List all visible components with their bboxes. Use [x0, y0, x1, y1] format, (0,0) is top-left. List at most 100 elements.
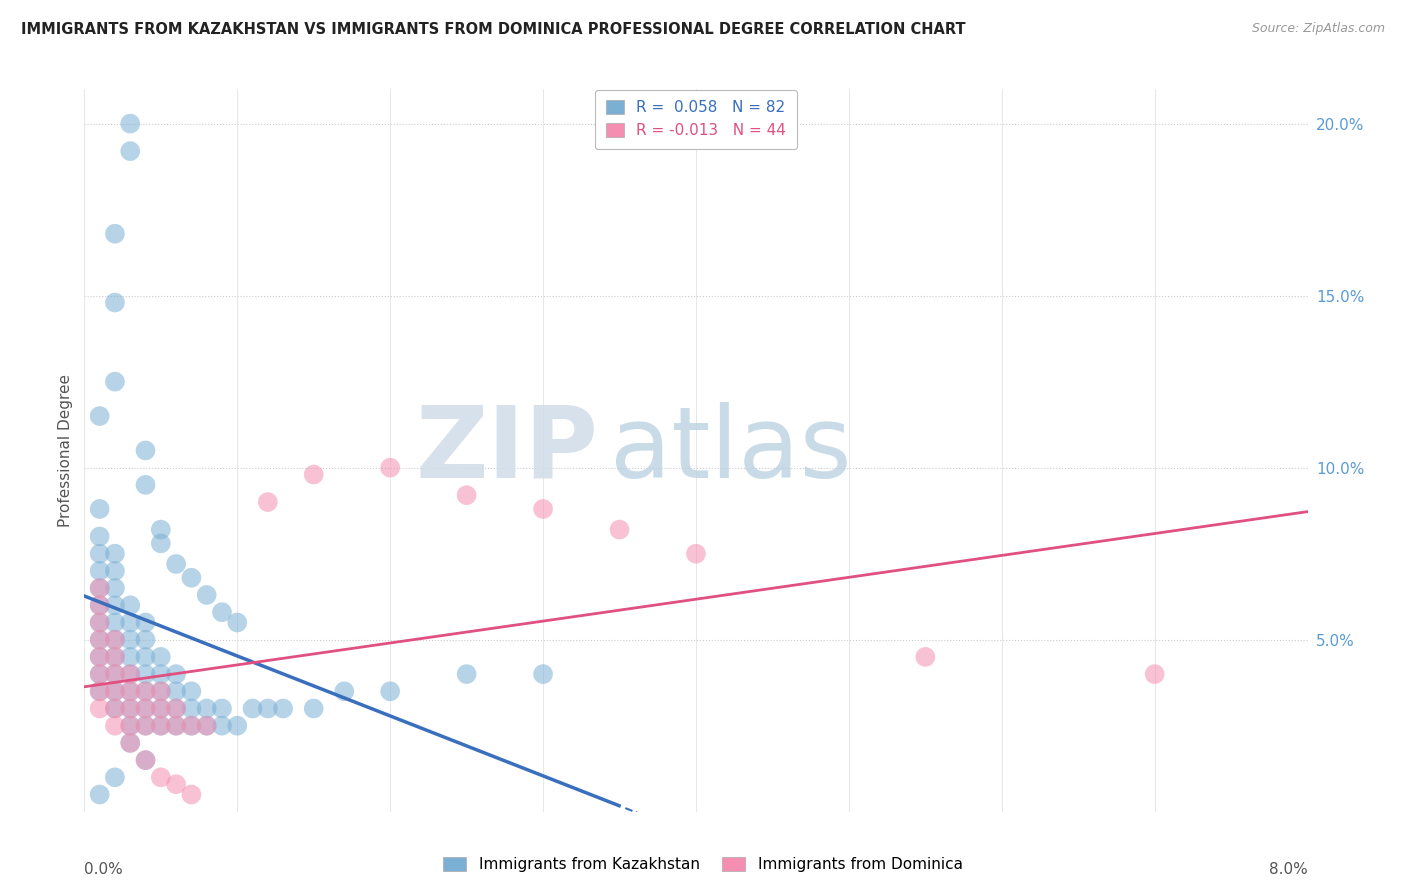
Text: Source: ZipAtlas.com: Source: ZipAtlas.com: [1251, 22, 1385, 36]
Point: [135, 443, 157, 458]
Point: [104, 649, 127, 664]
Point: [149, 719, 172, 733]
Point: [104, 701, 127, 715]
Point: [180, 684, 202, 698]
Text: atlas: atlas: [610, 402, 852, 499]
Point: [685, 547, 707, 561]
Point: [609, 523, 631, 537]
Point: [149, 701, 172, 715]
Point: [135, 478, 157, 492]
Point: [104, 581, 127, 595]
Point: [149, 701, 172, 715]
Point: [135, 684, 157, 698]
Point: [135, 719, 157, 733]
Point: [149, 770, 172, 784]
Point: [135, 701, 157, 715]
Point: [180, 719, 202, 733]
Point: [135, 667, 157, 681]
Point: [89, 547, 111, 561]
Point: [89, 599, 111, 613]
Point: [89, 502, 111, 516]
Point: [180, 719, 202, 733]
Point: [89, 667, 111, 681]
Point: [104, 667, 127, 681]
Point: [135, 753, 157, 767]
Point: [226, 615, 249, 630]
Point: [149, 684, 172, 698]
Point: [89, 581, 111, 595]
Point: [135, 719, 157, 733]
Point: [242, 701, 264, 715]
Point: [89, 649, 111, 664]
Point: [149, 523, 172, 537]
Point: [89, 615, 111, 630]
Point: [104, 649, 127, 664]
Text: 0.0%: 0.0%: [84, 863, 124, 878]
Point: [89, 649, 111, 664]
Y-axis label: Professional Degree: Professional Degree: [58, 374, 73, 527]
Point: [211, 605, 233, 619]
Point: [104, 701, 127, 715]
Point: [89, 529, 111, 543]
Point: [135, 753, 157, 767]
Point: [120, 667, 142, 681]
Point: [165, 701, 187, 715]
Point: [149, 536, 172, 550]
Point: [104, 667, 127, 681]
Point: [104, 632, 127, 647]
Point: [89, 684, 111, 698]
Point: [302, 701, 325, 715]
Point: [180, 571, 202, 585]
Point: [120, 649, 142, 664]
Point: [104, 684, 127, 698]
Point: [135, 701, 157, 715]
Point: [165, 557, 187, 571]
Point: [89, 788, 111, 802]
Point: [104, 295, 127, 310]
Point: [149, 667, 172, 681]
Point: [456, 667, 478, 681]
Point: [531, 502, 554, 516]
Point: [120, 632, 142, 647]
Point: [89, 615, 111, 630]
Point: [89, 667, 111, 681]
Point: [104, 615, 127, 630]
Point: [180, 788, 202, 802]
Point: [120, 117, 142, 131]
Point: [89, 599, 111, 613]
Point: [271, 701, 294, 715]
Point: [135, 684, 157, 698]
Point: [120, 144, 142, 158]
Point: [120, 719, 142, 733]
Point: [333, 684, 356, 698]
Point: [165, 777, 187, 791]
Point: [104, 684, 127, 698]
Point: [104, 547, 127, 561]
Point: [89, 564, 111, 578]
Point: [104, 564, 127, 578]
Point: [104, 375, 127, 389]
Point: [120, 615, 142, 630]
Point: [135, 632, 157, 647]
Text: ZIP: ZIP: [415, 402, 598, 499]
Point: [89, 632, 111, 647]
Point: [120, 667, 142, 681]
Point: [165, 719, 187, 733]
Point: [104, 632, 127, 647]
Point: [89, 409, 111, 423]
Point: [195, 588, 218, 602]
Point: [165, 684, 187, 698]
Point: [104, 719, 127, 733]
Point: [104, 770, 127, 784]
Point: [149, 684, 172, 698]
Point: [257, 495, 280, 509]
Point: [120, 736, 142, 750]
Point: [165, 667, 187, 681]
Point: [380, 684, 402, 698]
Point: [914, 649, 936, 664]
Legend: Immigrants from Kazakhstan, Immigrants from Dominica: Immigrants from Kazakhstan, Immigrants f…: [436, 849, 970, 880]
Point: [195, 701, 218, 715]
Point: [531, 667, 554, 681]
Point: [89, 684, 111, 698]
Text: 8.0%: 8.0%: [1268, 863, 1308, 878]
